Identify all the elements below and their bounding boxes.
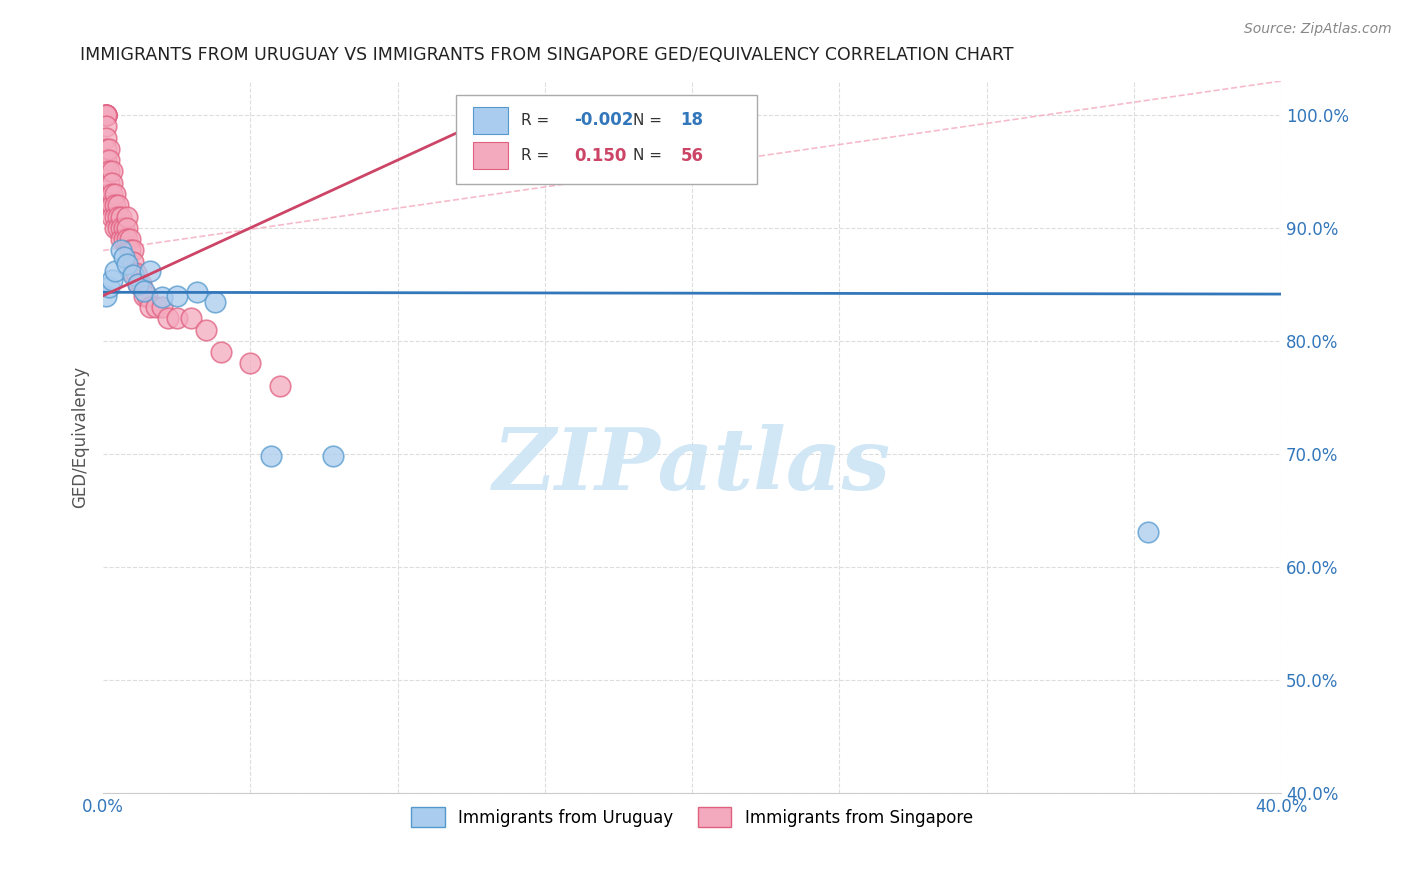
Point xyxy=(115,257,138,271)
Point xyxy=(322,449,344,463)
Y-axis label: GED/Equivalency: GED/Equivalency xyxy=(72,366,89,508)
Point xyxy=(139,264,162,278)
Point xyxy=(110,232,132,246)
Point xyxy=(98,153,121,168)
Point xyxy=(139,300,162,314)
Text: N =: N = xyxy=(633,148,666,163)
Point xyxy=(94,120,117,134)
Point xyxy=(260,449,283,463)
Point xyxy=(101,210,124,224)
Point xyxy=(121,244,143,258)
Text: IMMIGRANTS FROM URUGUAY VS IMMIGRANTS FROM SINGAPORE GED/EQUIVALENCY CORRELATION: IMMIGRANTS FROM URUGUAY VS IMMIGRANTS FR… xyxy=(80,46,1014,64)
Point xyxy=(110,244,132,258)
Point xyxy=(134,284,156,298)
Point xyxy=(101,198,124,212)
Point xyxy=(118,244,141,258)
Text: R =: R = xyxy=(522,112,554,128)
Point xyxy=(131,277,153,292)
Point xyxy=(195,322,218,336)
Point xyxy=(94,142,117,156)
Point xyxy=(204,295,226,310)
Point xyxy=(104,264,127,278)
Point xyxy=(150,290,173,304)
Point xyxy=(107,220,129,235)
Text: ZIPatlas: ZIPatlas xyxy=(494,424,891,507)
Point xyxy=(136,288,159,302)
Text: R =: R = xyxy=(522,148,554,163)
Point xyxy=(180,311,202,326)
Point xyxy=(112,250,135,264)
Point xyxy=(134,288,156,302)
Point xyxy=(166,288,188,302)
Point xyxy=(107,210,129,224)
Point xyxy=(150,300,173,314)
Point xyxy=(209,345,232,359)
Point xyxy=(124,266,146,280)
Point xyxy=(118,232,141,246)
Point xyxy=(110,220,132,235)
Point xyxy=(94,108,117,122)
Point xyxy=(115,232,138,246)
Text: N =: N = xyxy=(633,112,666,128)
Point xyxy=(269,379,291,393)
Point xyxy=(94,164,117,178)
Point xyxy=(186,285,208,300)
Point xyxy=(94,108,117,122)
Point xyxy=(121,266,143,280)
Point xyxy=(101,186,124,201)
Point xyxy=(104,198,127,212)
Point xyxy=(1137,524,1160,539)
Point xyxy=(104,210,127,224)
Point xyxy=(94,153,117,168)
Point xyxy=(94,130,117,145)
Point xyxy=(110,210,132,224)
Point xyxy=(98,176,121,190)
Point xyxy=(239,356,262,370)
Point xyxy=(94,108,117,122)
Point xyxy=(98,198,121,212)
Point xyxy=(127,277,149,292)
Point xyxy=(101,164,124,178)
FancyBboxPatch shape xyxy=(457,95,756,185)
Point xyxy=(104,186,127,201)
Point xyxy=(98,164,121,178)
Point xyxy=(98,186,121,201)
Text: -0.002: -0.002 xyxy=(574,112,634,129)
Legend: Immigrants from Uruguay, Immigrants from Singapore: Immigrants from Uruguay, Immigrants from… xyxy=(405,800,980,834)
Point xyxy=(115,210,138,224)
Text: Source: ZipAtlas.com: Source: ZipAtlas.com xyxy=(1244,22,1392,37)
Point xyxy=(104,220,127,235)
Point xyxy=(127,277,149,292)
Point xyxy=(121,254,143,268)
Point xyxy=(112,232,135,246)
Text: 0.150: 0.150 xyxy=(574,147,627,165)
Point xyxy=(115,220,138,235)
Point xyxy=(94,108,117,122)
Point xyxy=(145,300,167,314)
FancyBboxPatch shape xyxy=(472,107,509,134)
Text: 18: 18 xyxy=(681,112,703,129)
Point xyxy=(112,220,135,235)
Point xyxy=(98,142,121,156)
FancyBboxPatch shape xyxy=(472,142,509,169)
Point xyxy=(98,279,121,293)
Point xyxy=(121,268,143,283)
Point xyxy=(94,108,117,122)
Text: 56: 56 xyxy=(681,147,703,165)
Point xyxy=(101,176,124,190)
Point xyxy=(94,288,117,302)
Point xyxy=(101,273,124,287)
Point xyxy=(107,198,129,212)
Point xyxy=(156,311,179,326)
Point xyxy=(166,311,188,326)
